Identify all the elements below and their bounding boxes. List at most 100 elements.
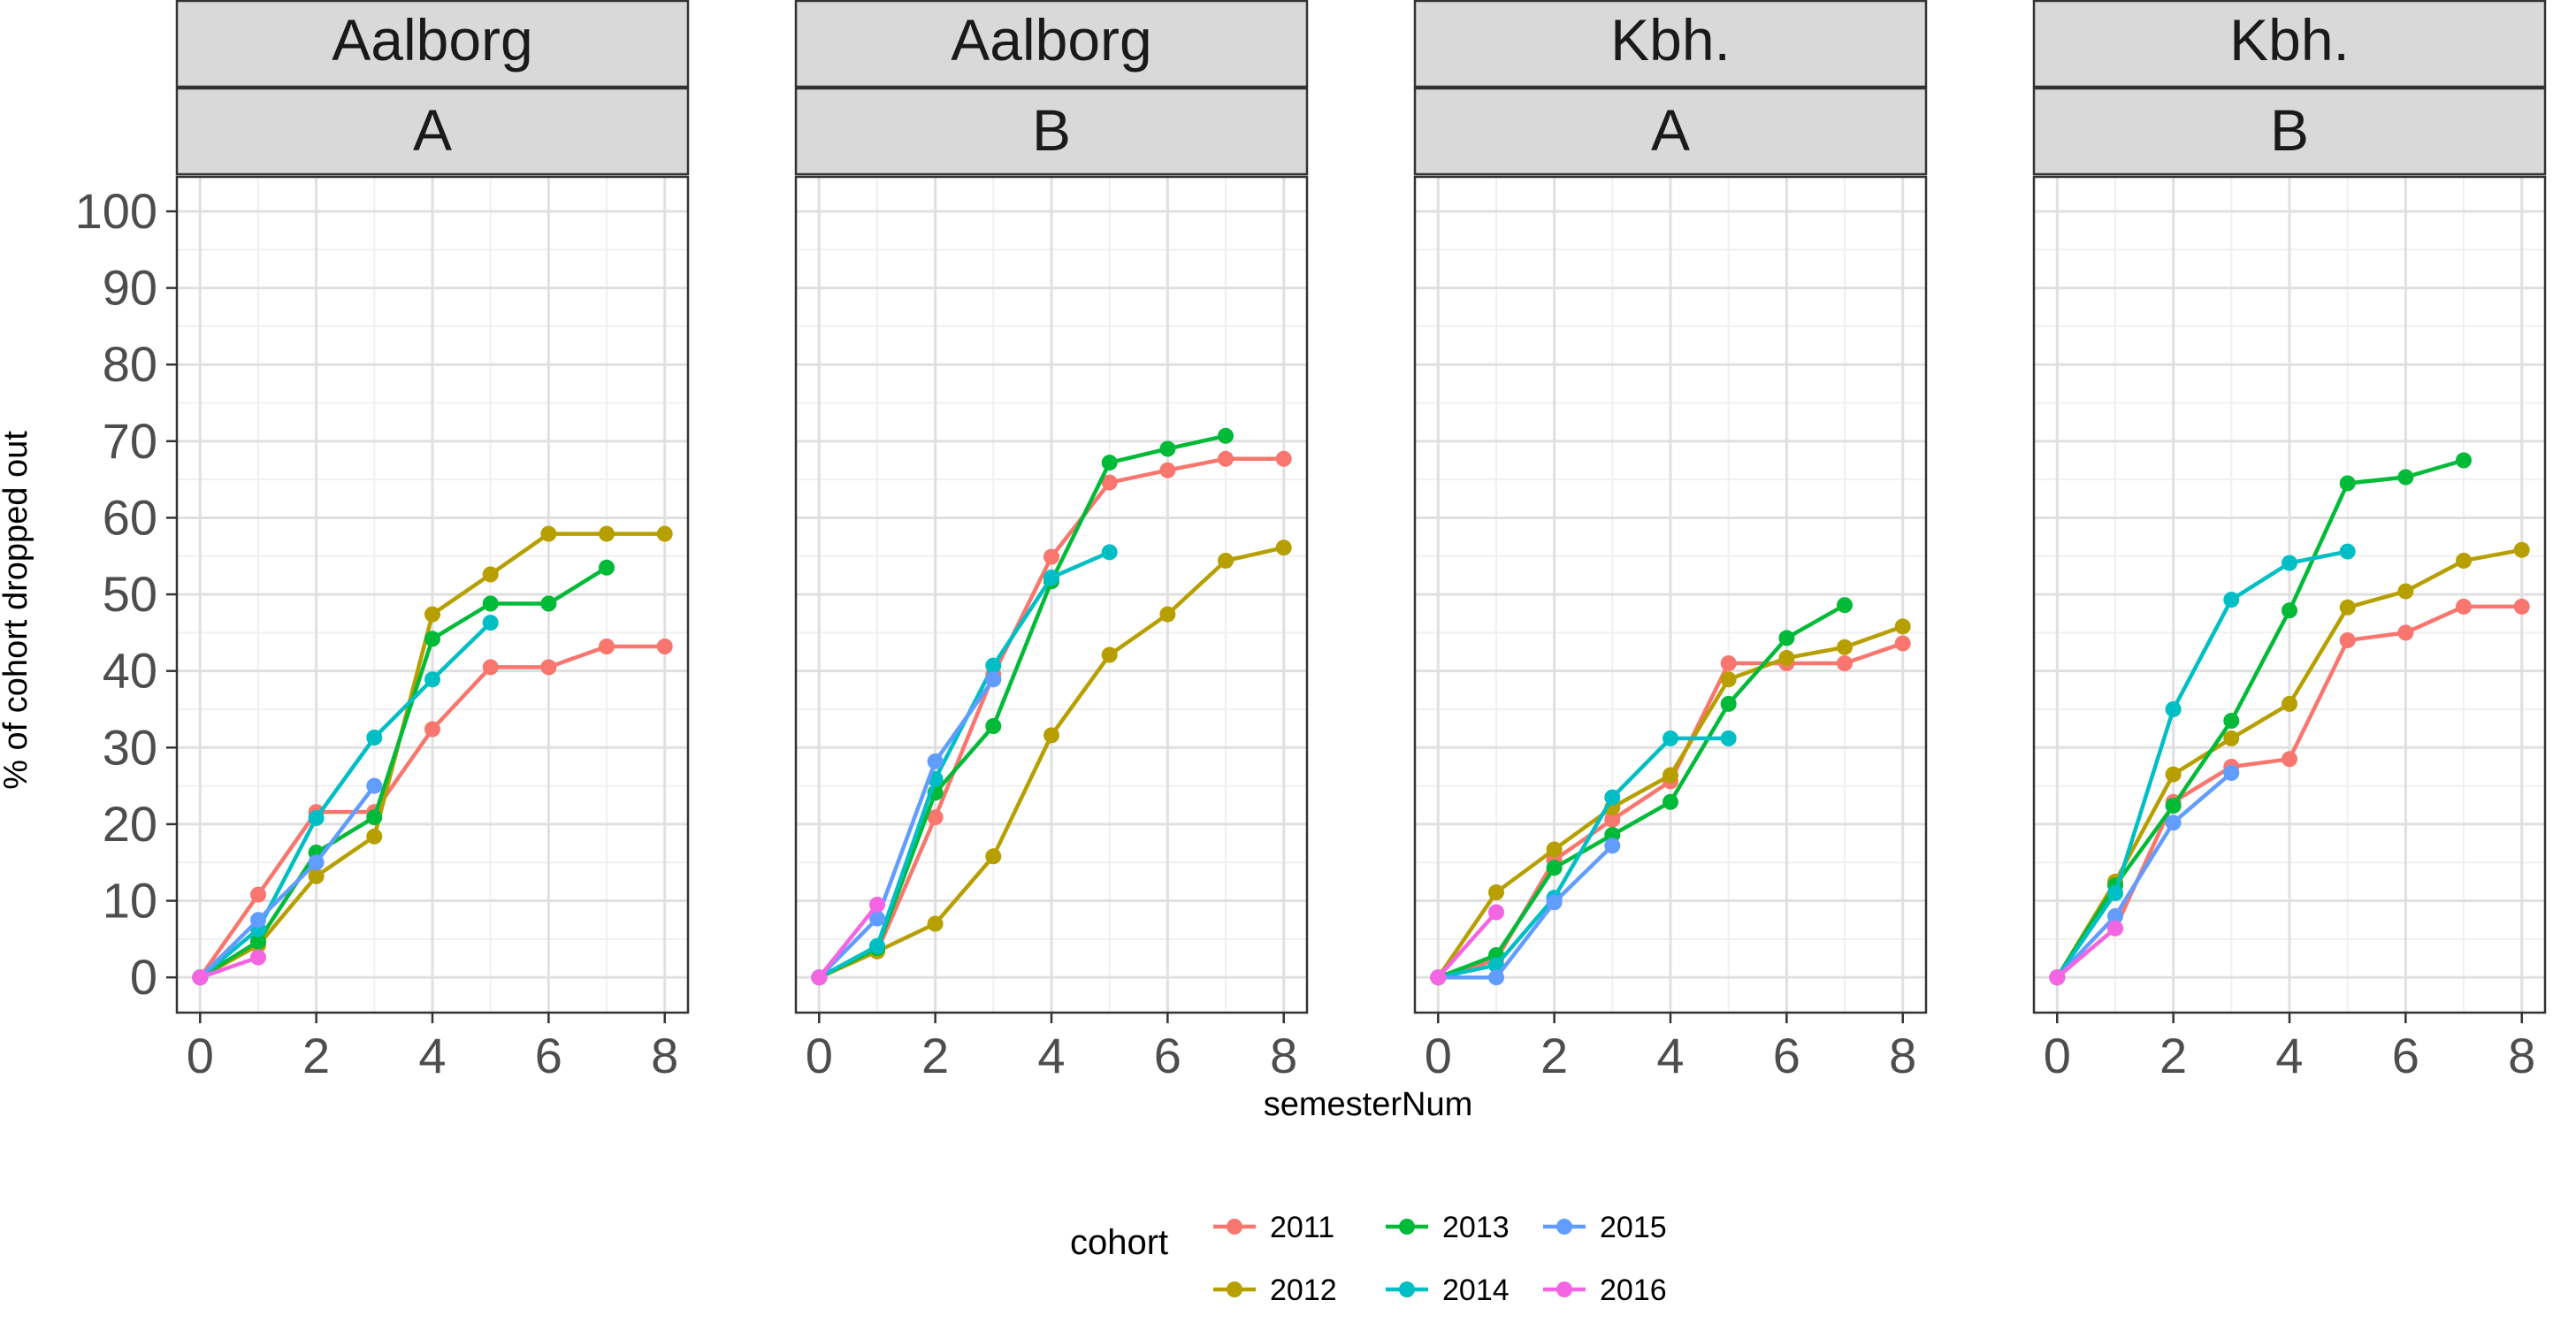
data-point-2016 (2107, 920, 2123, 937)
series-line-2013 (1437, 603, 1846, 980)
data-point-2013 (2282, 602, 2297, 619)
y-tick-label: 70 (103, 413, 157, 469)
x-tick-label: 6 (1773, 1028, 1800, 1083)
y-tick-label: 0 (130, 949, 157, 1005)
y-tick-label: 100 (75, 183, 157, 239)
data-point-2011 (1275, 450, 1292, 467)
data-point-2015 (2223, 764, 2240, 781)
series-line-2016 (199, 955, 259, 980)
data-point-2011 (656, 639, 673, 654)
x-tick-label: 2 (1540, 1028, 1568, 1083)
legend-key-2016: 2016 (1543, 1274, 1667, 1307)
data-point-2012 (985, 848, 1002, 865)
data-point-2011 (2456, 598, 2472, 615)
data-point-2014 (869, 937, 885, 954)
series-line-2015 (817, 677, 996, 979)
data-point-2012 (1101, 646, 1118, 663)
data-point-2013 (2397, 469, 2414, 486)
data-point-2013 (1720, 695, 1737, 712)
data-point-2011 (250, 886, 266, 903)
legend-key-2013: 2013 (1386, 1211, 1510, 1244)
data-point-2015 (250, 912, 266, 929)
strip-top-label: Aalborg (332, 7, 533, 73)
legend-label: 2012 (1270, 1274, 1337, 1307)
y-tick-label: 10 (103, 873, 157, 929)
data-point-2015 (1546, 894, 1563, 911)
legend: cohort 2011 2012 2013 2014 2015 2016 (1070, 1211, 1667, 1307)
data-point-2015 (2107, 907, 2123, 924)
legend-label: 2015 (1600, 1211, 1667, 1244)
y-tick-label: 30 (103, 719, 157, 775)
series-2016 (811, 896, 885, 986)
panel-kbh-b: Kbh. B 0 2 4 6 8 (2032, 0, 2547, 1083)
data-point-2013 (250, 933, 266, 950)
data-point-2016 (2049, 969, 2066, 986)
strip-top-bg (2032, 0, 2547, 88)
data-point-2014 (2282, 555, 2297, 571)
data-point-2011 (2339, 632, 2356, 648)
data-point-2012 (1663, 767, 1678, 784)
data-point-2012 (2397, 583, 2414, 600)
x-tick-label: 2 (921, 1028, 949, 1083)
data-point-2015 (869, 910, 885, 927)
strip-top-bg (794, 0, 1309, 88)
data-point-2015 (366, 777, 383, 794)
strip-top-label: Kbh. (2229, 7, 2350, 73)
data-point-2012 (1275, 539, 1292, 556)
x-tick-label: 2 (302, 1028, 330, 1083)
data-point-2015 (308, 854, 325, 871)
data-point-2014 (308, 810, 325, 826)
data-point-2012 (599, 525, 615, 542)
legend-dot (1227, 1281, 1242, 1297)
data-point-2013 (1663, 793, 1678, 810)
data-point-2012 (1488, 884, 1504, 900)
data-point-2015 (1488, 969, 1504, 986)
data-point-2016 (869, 896, 885, 913)
legend-dot (1556, 1281, 1572, 1297)
data-point-2013 (2165, 798, 2182, 815)
legend-label: 2011 (1270, 1211, 1334, 1244)
x-tick-label: 2 (2159, 1028, 2187, 1083)
data-point-2015 (1604, 838, 1621, 854)
data-point-2011 (1101, 474, 1118, 491)
data-point-2012 (2165, 766, 2182, 783)
legend-dot (1399, 1219, 1415, 1235)
data-point-2015 (985, 671, 1002, 688)
series-2011 (192, 639, 673, 986)
legend-key-2015: 2015 (1543, 1211, 1667, 1244)
data-point-2014 (366, 730, 383, 746)
x-tick-label: 6 (535, 1028, 562, 1083)
strip-bottom-label: B (2270, 97, 2309, 163)
data-point-2014 (2165, 701, 2182, 717)
series-2013 (1430, 597, 1853, 986)
data-point-2012 (1043, 727, 1059, 744)
data-point-2014 (2107, 884, 2123, 901)
data-point-2011 (2282, 751, 2297, 768)
x-tick-label: 8 (651, 1028, 678, 1083)
x-tick-label: 0 (187, 1028, 214, 1083)
data-point-2014 (1101, 544, 1118, 561)
series-line-2016 (1436, 911, 1498, 979)
legend-key-2011: 2011 (1213, 1211, 1334, 1244)
legend-label: 2013 (1442, 1211, 1510, 1244)
data-point-2013 (2456, 452, 2472, 469)
legend-key-2014: 2014 (1386, 1274, 1510, 1307)
y-tick-label: 60 (103, 489, 157, 545)
data-point-2013 (366, 809, 383, 826)
data-point-2012 (482, 566, 499, 583)
data-point-2013 (1101, 455, 1118, 471)
x-tick-label: 6 (2392, 1028, 2419, 1083)
data-point-2012 (1159, 606, 1176, 623)
data-point-2013 (2339, 475, 2356, 492)
x-tick-label: 8 (1889, 1028, 1916, 1083)
x-tick-label: 8 (2508, 1028, 2535, 1083)
y-axis-title: % of cohort dropped out (0, 431, 34, 790)
strip-bottom-label: A (413, 97, 452, 163)
data-point-2011 (1604, 811, 1621, 828)
strip-bottom-bg (2032, 87, 2547, 176)
data-point-2013 (2223, 713, 2240, 729)
series-line-2015 (2055, 771, 2233, 979)
data-point-2016 (811, 969, 828, 986)
data-point-2011 (540, 659, 557, 676)
data-point-2011 (599, 639, 615, 654)
